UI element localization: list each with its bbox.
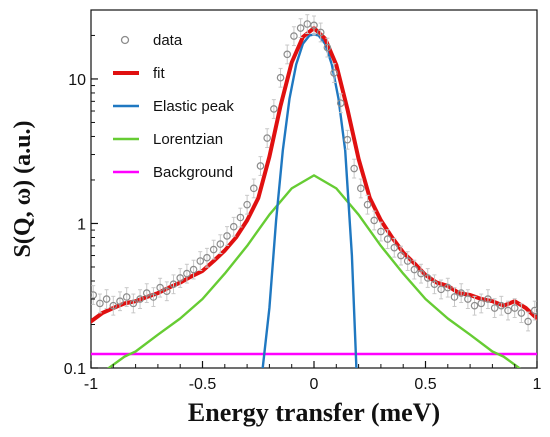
data-point — [383, 235, 392, 243]
data-point — [310, 21, 318, 30]
legend: data fit Elastic peak Lorentzian Background — [113, 32, 234, 181]
data-point — [484, 295, 492, 303]
data-point — [530, 306, 537, 315]
data-point — [390, 243, 399, 252]
data-point — [176, 274, 185, 282]
data-point — [330, 69, 338, 77]
x-tick-label: 1 — [533, 376, 542, 393]
data-point — [196, 257, 205, 265]
data-point — [209, 245, 218, 254]
data-point — [464, 295, 472, 303]
data-point — [169, 280, 178, 289]
data-point — [524, 317, 532, 326]
data-point — [122, 293, 131, 301]
data-point — [216, 240, 225, 248]
data-point — [223, 232, 231, 240]
data-point — [470, 301, 479, 310]
data-point — [397, 251, 405, 260]
legend-label-fit: fit — [153, 65, 166, 82]
data-point — [290, 32, 298, 40]
data-point — [477, 299, 486, 308]
data-point — [203, 253, 211, 262]
data-point — [357, 184, 365, 193]
data-point — [91, 291, 98, 299]
y-tick-label: 10 — [68, 72, 86, 89]
data-point — [423, 274, 432, 282]
data-point — [370, 216, 379, 225]
x-tick-label: 0.5 — [414, 376, 436, 393]
data-point — [417, 269, 425, 278]
y-tick-label: 1 — [77, 216, 86, 233]
legend-label-elastic-peak: Elastic peak — [153, 98, 234, 115]
data-point — [270, 105, 278, 113]
data-point — [129, 299, 138, 308]
y-tick-label: 0.1 — [64, 361, 86, 378]
data-point — [350, 164, 358, 173]
data-point — [116, 297, 124, 305]
data-point — [189, 265, 198, 274]
data-point — [490, 304, 499, 312]
data-point — [316, 28, 325, 37]
data-point — [363, 200, 372, 209]
data-point — [243, 200, 251, 209]
data-point — [149, 293, 158, 301]
data-point — [142, 289, 151, 297]
data-point — [256, 162, 265, 170]
series-lorentzian-line — [107, 174, 521, 368]
series-elastic-peak-line — [261, 33, 358, 368]
data-point — [457, 289, 465, 297]
data-point — [430, 280, 439, 289]
y-axis-label: S(Q, ω) (a.u.) — [10, 121, 36, 258]
data-point — [283, 50, 292, 59]
data-point — [276, 73, 285, 82]
data-point — [504, 306, 512, 315]
ticks-layer: -1 -0.5 0 0.5 1 0.1 1 10 — [64, 9, 542, 393]
plot-area — [91, 14, 537, 368]
series-data — [91, 14, 537, 332]
data-point — [450, 293, 459, 301]
data-point — [249, 184, 258, 193]
plot-frame — [90, 9, 538, 369]
x-tick-label: -1 — [84, 376, 98, 393]
data-point — [343, 135, 352, 144]
data-point — [403, 257, 412, 265]
data-point — [323, 43, 332, 52]
data-point — [510, 304, 519, 312]
data-point — [517, 309, 526, 317]
data-point — [263, 134, 271, 142]
data-point — [102, 295, 111, 303]
data-point — [96, 299, 104, 308]
legend-label-data: data — [153, 32, 183, 49]
legend-swatch-data — [120, 35, 130, 45]
data-point — [183, 269, 191, 278]
x-tick-label: -0.5 — [189, 376, 217, 393]
data-point — [136, 295, 144, 303]
data-point — [236, 213, 245, 222]
x-tick-label: 0 — [310, 376, 319, 393]
data-point — [497, 301, 506, 310]
data-point — [296, 24, 305, 32]
x-axis-label: Energy transfer (meV) — [188, 398, 440, 427]
data-point — [336, 99, 345, 107]
legend-label-lorentzian: Lorentzian — [153, 131, 223, 148]
legend-label-background: Background — [153, 164, 233, 181]
data-point — [437, 285, 445, 294]
data-point — [109, 301, 118, 310]
data-point — [156, 283, 164, 292]
data-point — [163, 287, 171, 295]
data-point — [410, 265, 419, 274]
series-layer — [91, 14, 537, 368]
data-point — [377, 227, 385, 236]
data-point — [229, 222, 238, 231]
data-point — [443, 283, 452, 292]
